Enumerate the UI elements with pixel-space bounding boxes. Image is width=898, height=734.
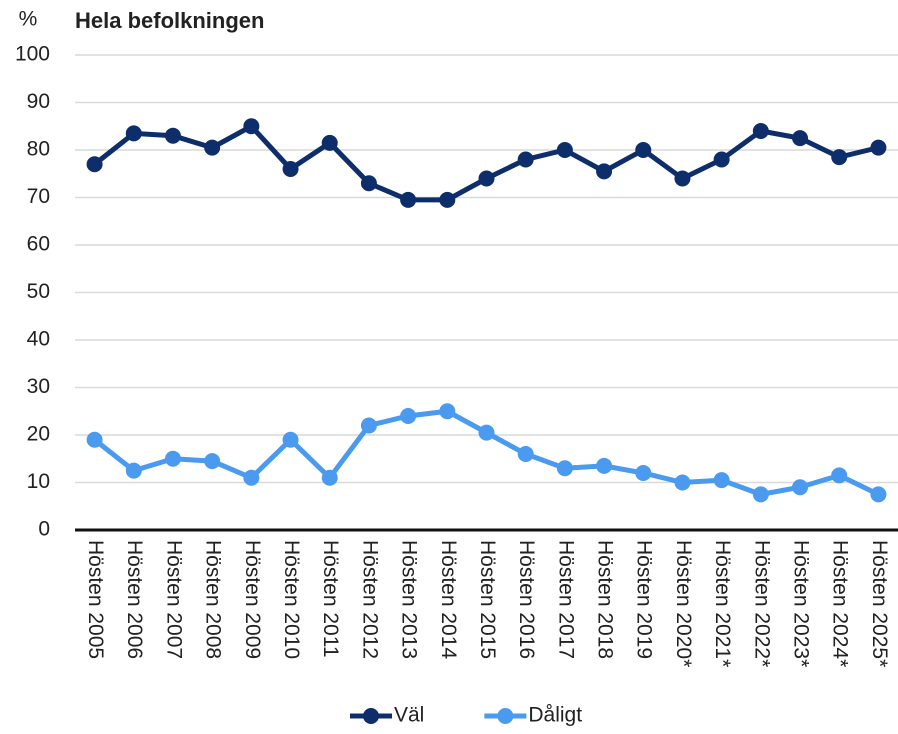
data-point bbox=[752, 123, 769, 139]
x-tick-label: Hösten 2020* bbox=[672, 540, 695, 667]
data-point bbox=[282, 431, 299, 448]
y-tick-label: 20 bbox=[27, 423, 50, 446]
data-point bbox=[86, 156, 103, 173]
legend-label: Dåligt bbox=[528, 704, 582, 727]
data-point bbox=[596, 163, 613, 180]
x-tick-label: Hösten 2025* bbox=[868, 540, 891, 667]
y-tick-label: 0 bbox=[38, 518, 50, 541]
legend-marker bbox=[497, 708, 514, 724]
x-tick-label: Hösten 2005 bbox=[84, 540, 107, 659]
data-point bbox=[478, 424, 495, 441]
x-tick-label: Hösten 2018 bbox=[594, 540, 617, 659]
data-point bbox=[164, 450, 181, 467]
data-point bbox=[282, 161, 299, 177]
data-point bbox=[831, 149, 848, 166]
data-point bbox=[556, 460, 573, 477]
data-point bbox=[125, 125, 142, 142]
data-point bbox=[792, 130, 809, 147]
y-tick-label: 70 bbox=[27, 185, 50, 208]
x-tick-label: Hösten 2009 bbox=[241, 540, 264, 659]
data-point bbox=[870, 486, 887, 503]
data-point bbox=[831, 467, 848, 484]
y-tick-label: 40 bbox=[27, 328, 50, 351]
legend-marker bbox=[363, 708, 379, 724]
data-point bbox=[478, 170, 495, 187]
data-point bbox=[204, 139, 221, 156]
y-tick-label: 50 bbox=[27, 280, 50, 303]
data-point bbox=[635, 465, 652, 481]
x-tick-label: Hösten 2019 bbox=[633, 540, 656, 659]
x-tick-label: Hösten 2022* bbox=[750, 540, 773, 667]
data-point bbox=[204, 453, 221, 470]
legend-label: Väl bbox=[394, 704, 424, 727]
x-tick-label: Hösten 2010 bbox=[280, 540, 303, 659]
y-tick-label: 30 bbox=[27, 375, 50, 398]
data-point bbox=[517, 151, 534, 168]
y-tick-label: 90 bbox=[27, 90, 50, 113]
x-tick-label: Hösten 2017 bbox=[554, 540, 577, 659]
data-point bbox=[596, 457, 613, 474]
x-tick-label: Hösten 2006 bbox=[123, 540, 146, 659]
data-point bbox=[752, 486, 769, 503]
x-tick-label: Hösten 2021* bbox=[711, 540, 734, 667]
data-point bbox=[713, 472, 730, 489]
data-point bbox=[321, 469, 338, 486]
data-point bbox=[400, 191, 417, 208]
data-point bbox=[125, 462, 142, 479]
x-tick-label: Hösten 2016 bbox=[515, 540, 538, 659]
data-point bbox=[792, 479, 809, 496]
data-point bbox=[164, 127, 181, 144]
data-point bbox=[870, 139, 887, 156]
data-point bbox=[400, 408, 417, 424]
x-tick-label: Hösten 2008 bbox=[202, 540, 225, 659]
x-tick-label: Hösten 2012 bbox=[358, 540, 381, 659]
data-point bbox=[321, 134, 338, 151]
data-point bbox=[635, 142, 652, 158]
y-tick-label: 10 bbox=[27, 470, 50, 493]
x-tick-label: Hösten 2015 bbox=[476, 540, 499, 659]
data-point bbox=[439, 191, 456, 208]
y-tick-label: 60 bbox=[27, 233, 50, 256]
y-axis-label: % bbox=[19, 8, 38, 31]
data-point bbox=[674, 170, 691, 187]
x-tick-label: Hösten 2007 bbox=[162, 540, 185, 659]
data-point bbox=[243, 118, 260, 135]
data-point bbox=[360, 175, 377, 192]
data-point bbox=[517, 446, 534, 462]
data-point bbox=[86, 431, 103, 448]
x-tick-label: Hösten 2014 bbox=[437, 540, 460, 659]
chart-title: Hela befolkningen bbox=[75, 8, 264, 33]
x-tick-label: Hösten 2011 bbox=[319, 540, 342, 658]
data-point bbox=[556, 142, 573, 158]
x-tick-label: Hösten 2023* bbox=[789, 540, 812, 667]
x-tick-label: Hösten 2024* bbox=[829, 540, 852, 667]
data-point bbox=[713, 151, 730, 168]
data-point bbox=[360, 417, 377, 434]
y-tick-label: 100 bbox=[15, 43, 50, 66]
data-point bbox=[674, 474, 691, 491]
y-tick-label: 80 bbox=[27, 138, 50, 161]
data-point bbox=[243, 469, 260, 486]
data-point bbox=[439, 403, 456, 420]
x-tick-label: Hösten 2013 bbox=[398, 540, 421, 659]
